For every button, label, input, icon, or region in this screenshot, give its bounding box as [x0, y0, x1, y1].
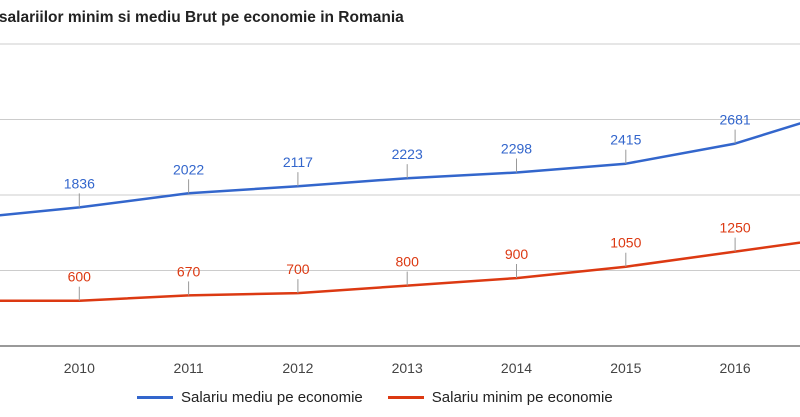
data-label: 800	[396, 254, 420, 270]
x-tick-label: 2013	[392, 360, 423, 376]
data-label: 670	[177, 263, 201, 279]
data-label: 2117	[283, 154, 313, 170]
data-labels: 1836 2022 2117 2223 2298 2415 2681 600 670 700 800…	[64, 112, 751, 301]
x-tick-label: 2014	[501, 360, 532, 376]
legend-swatch-salariu-mediu	[137, 396, 173, 399]
legend-label-salariu-minim: Salariu minim pe economie	[431, 389, 613, 406]
x-tick-label: 2011	[174, 360, 204, 376]
legend-swatch-salariu-minim	[387, 396, 424, 399]
data-label: 700	[286, 261, 310, 277]
chart-title: a salariilor minim si mediu Brut pe econ…	[0, 9, 404, 26]
legend-item-salariu-minim[interactable]: Salariu minim pe economie	[387, 389, 613, 406]
gridlines	[0, 43, 800, 347]
legend-item-salariu-mediu[interactable]: Salariu mediu pe economie	[137, 389, 363, 406]
x-tick-label: 2016	[720, 360, 751, 376]
data-label: 2681	[720, 112, 751, 128]
data-label: 2022	[173, 161, 204, 177]
data-label: 1050	[610, 235, 641, 251]
x-tick-label: 2010	[64, 360, 95, 376]
data-label: 2223	[392, 146, 423, 162]
legend-label-salariu-mediu: Salariu mediu pe economie	[181, 389, 363, 406]
legend: Salariu mediu pe economie Salariu minim …	[137, 389, 638, 406]
data-label: 2298	[501, 141, 532, 157]
x-axis-tick-labels: 2010 2011 2012 2013 2014 2015 2016	[64, 360, 751, 376]
data-label: 900	[505, 246, 529, 262]
data-label: 1836	[64, 175, 95, 191]
x-tick-label: 2015	[610, 360, 641, 376]
data-label: 2415	[610, 132, 641, 148]
series-lines	[0, 122, 800, 302]
data-label: 1250	[720, 220, 751, 236]
data-label: 600	[68, 269, 92, 285]
series-line-0	[0, 122, 800, 217]
x-tick-label: 2012	[282, 360, 313, 376]
